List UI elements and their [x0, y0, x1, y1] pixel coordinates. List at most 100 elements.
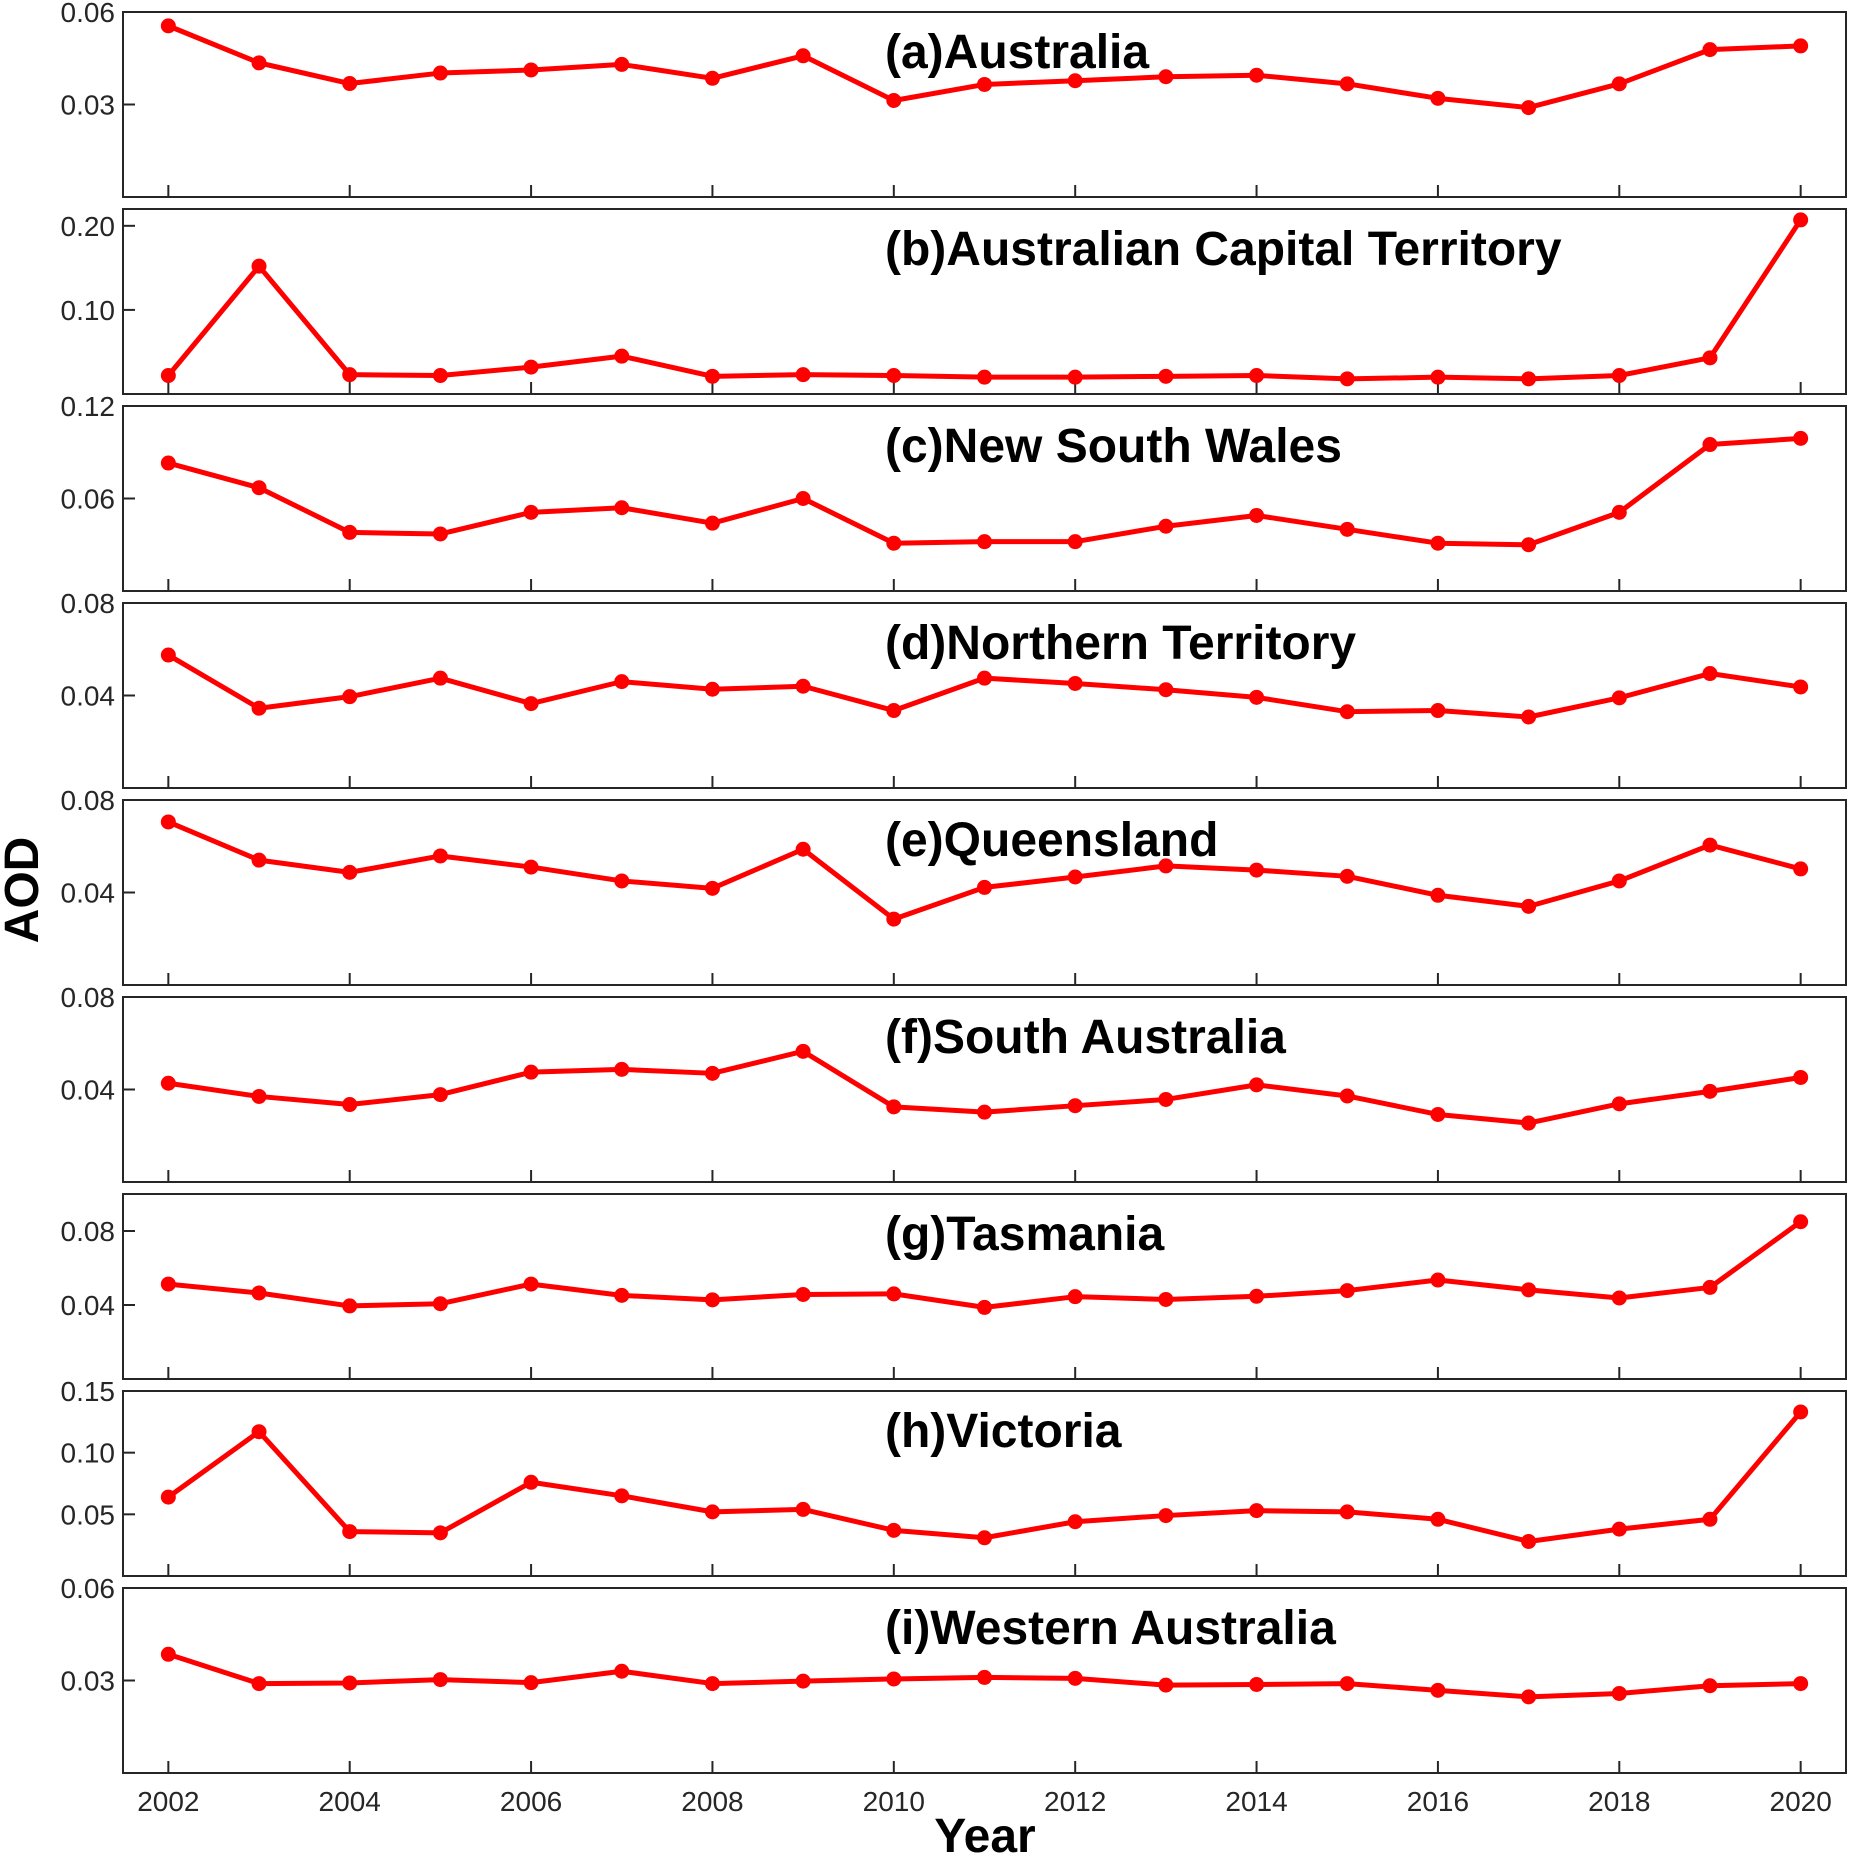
data-point — [251, 700, 267, 716]
data-point — [432, 670, 448, 686]
panel-frame — [122, 1390, 1847, 1577]
data-point — [795, 48, 811, 64]
data-point — [251, 852, 267, 868]
data-point — [1611, 1685, 1627, 1701]
data-point — [977, 369, 992, 385]
data-point — [342, 1298, 358, 1314]
y-tick-label: 0.04 — [61, 1075, 116, 1106]
data-point — [886, 368, 902, 383]
data-point — [523, 1474, 539, 1490]
data-point — [886, 1099, 902, 1115]
data-point — [1702, 1678, 1718, 1694]
data-point — [523, 1675, 539, 1691]
y-tick-label: 0.12 — [61, 391, 116, 422]
data-point — [1611, 1096, 1627, 1112]
data-point — [886, 92, 902, 108]
panel-title: (f)South Australia — [885, 1011, 1286, 1064]
x-tick-label: 2002 — [137, 1786, 199, 1817]
data-point — [432, 848, 448, 864]
panel-title: (a)Australia — [885, 26, 1149, 79]
y-tick-label: 0.05 — [61, 1499, 116, 1530]
data-point — [1158, 682, 1174, 698]
panel-5: 0.08 0.04 (e)Queensland — [61, 785, 1847, 986]
data-point — [342, 1097, 358, 1113]
data-point — [886, 535, 902, 551]
data-point — [1339, 1676, 1355, 1692]
data-point — [704, 880, 720, 896]
data-point — [432, 1087, 448, 1103]
data-point — [342, 1675, 358, 1691]
data-point — [977, 670, 992, 686]
data-point — [704, 368, 720, 384]
y-tick-label: 0.04 — [61, 1290, 116, 1321]
y-tick-label: 0.08 — [61, 1216, 116, 1247]
data-point — [1702, 437, 1718, 453]
data-point — [1339, 521, 1355, 537]
data-point — [1249, 1503, 1265, 1519]
data-point — [1702, 1083, 1718, 1099]
x-tick-label: 2012 — [1044, 1786, 1106, 1817]
data-point — [1521, 537, 1537, 553]
data-point — [342, 1524, 358, 1540]
data-point — [886, 1671, 902, 1687]
data-point — [977, 879, 992, 895]
data-point — [342, 367, 358, 383]
data-point — [614, 1061, 630, 1077]
data-point — [1702, 42, 1718, 58]
data-point — [1339, 1504, 1355, 1520]
data-point — [614, 674, 630, 690]
data-point — [795, 367, 811, 383]
data-point — [704, 1065, 720, 1081]
data-point — [1067, 869, 1083, 885]
data-point — [1430, 1511, 1446, 1527]
x-tick-label: 2020 — [1770, 1786, 1832, 1817]
data-point — [160, 455, 176, 471]
data-point — [160, 1075, 176, 1091]
data-point — [1249, 507, 1265, 523]
data-point — [704, 1292, 720, 1308]
x-tick-label: 2004 — [319, 1786, 381, 1817]
panel-title: (g)Tasmania — [885, 1208, 1164, 1261]
data-point — [1158, 1091, 1174, 1107]
x-tick-label: 2008 — [681, 1786, 743, 1817]
y-tick-label: 0.20 — [61, 211, 116, 242]
data-point — [886, 1522, 902, 1538]
data-point — [251, 1088, 267, 1104]
panel-title: (i)Western Australia — [885, 1602, 1336, 1655]
data-point — [523, 359, 539, 375]
data-point — [1521, 1689, 1537, 1705]
data-point — [1339, 1088, 1355, 1104]
panels-layer: 0.06 0.03 (a)Australia 0.20 0.10 (b)Australia… — [61, 0, 1847, 1817]
data-point — [1339, 1283, 1355, 1299]
data-point — [1430, 1272, 1446, 1288]
data-point — [704, 70, 720, 86]
data-point — [1702, 837, 1718, 853]
data-point — [1249, 368, 1265, 383]
data-point — [342, 76, 358, 92]
data-point — [886, 1286, 902, 1302]
data-point — [160, 814, 176, 830]
data-point — [1249, 862, 1265, 878]
data-point — [1339, 371, 1355, 387]
data-point — [523, 62, 539, 78]
data-point — [1611, 1521, 1627, 1537]
data-point — [160, 1276, 176, 1292]
x-tick-label: 2006 — [500, 1786, 562, 1817]
y-tick-label: 0.15 — [61, 1376, 116, 1407]
data-point — [704, 515, 720, 531]
data-point — [1158, 518, 1174, 534]
data-point — [160, 18, 176, 34]
data-point — [614, 500, 630, 516]
data-point — [1158, 858, 1174, 874]
data-point — [795, 1501, 811, 1517]
data-point — [1067, 1289, 1083, 1305]
data-point — [1793, 38, 1809, 54]
panel-1: 0.06 0.03 (a)Australia — [61, 0, 1847, 198]
data-point — [160, 647, 176, 663]
data-point — [614, 873, 630, 889]
data-point — [1067, 1670, 1083, 1686]
data-point — [342, 689, 358, 705]
data-point — [1793, 1069, 1809, 1085]
data-point — [160, 368, 176, 383]
